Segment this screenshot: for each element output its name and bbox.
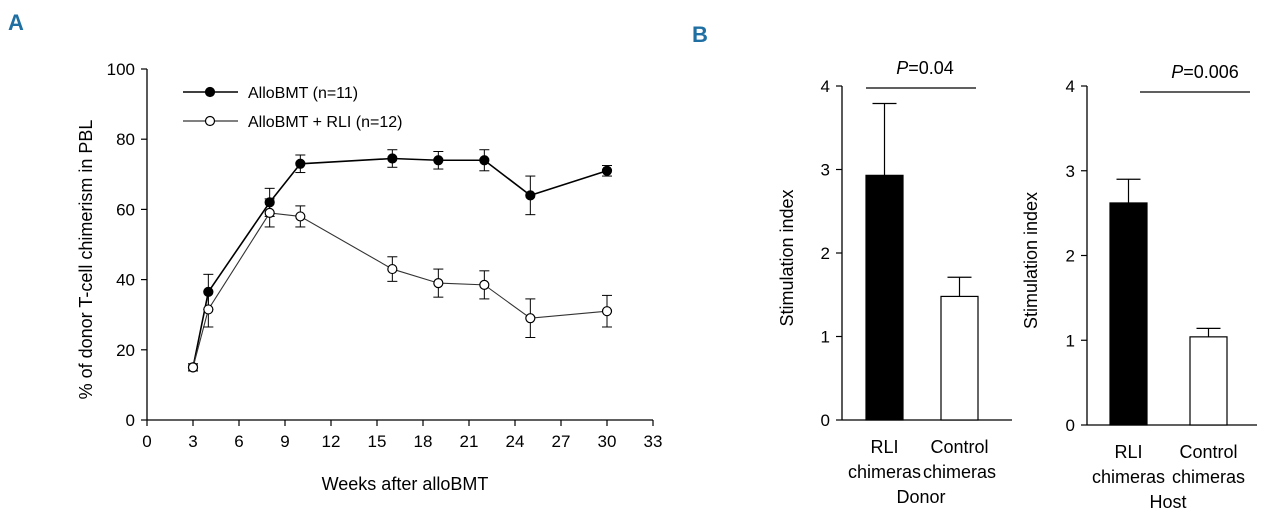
panel-a-x-tick-label: 12 <box>322 432 341 451</box>
bar-donor-control <box>940 295 979 421</box>
panel-b-host-y-tick-label: 1 <box>1066 331 1075 350</box>
panel-b-donor-y-tick-label: 1 <box>821 328 830 347</box>
point-open <box>203 304 214 315</box>
point-filled <box>525 190 536 201</box>
panel-a-x-tick-label: 0 <box>142 432 151 451</box>
bar-category-label: chimeras <box>923 462 996 482</box>
bar-donor-rli <box>865 174 904 421</box>
legend-label: AlloBMT + RLI (n=12) <box>248 114 402 131</box>
panel-a-x-tick-label: 6 <box>234 432 243 451</box>
panel-b-host-y-axis-title: Stimulation index <box>1021 192 1041 329</box>
panel-a-x-tick-label: 9 <box>280 432 289 451</box>
panel-a-y-axis-title: % of donor T-cell chimerism in PBL <box>76 120 96 400</box>
panel-b-donor-group-label: Donor <box>896 487 945 507</box>
bar-category-label: chimeras <box>1092 467 1165 487</box>
panel-a-x-tick-label: 18 <box>414 432 433 451</box>
point-open <box>387 263 398 275</box>
panel-b-host-group-label: Host <box>1149 492 1186 512</box>
bar-host-control <box>1189 336 1228 426</box>
panel-a-y-tick-label: 20 <box>116 341 135 360</box>
point-open <box>187 362 199 373</box>
p-value-symbol: P <box>1171 62 1183 82</box>
series-line-allobmt-rli <box>192 212 608 368</box>
p-value-label: P=0.04 <box>896 58 954 78</box>
bar-category-label: chimeras <box>848 462 921 482</box>
panel-a-y-tick-label: 60 <box>116 200 135 219</box>
panel-b-donor-y-axis-title: Stimulation index <box>777 189 797 326</box>
bar-category-label: RLI <box>1114 442 1142 462</box>
panel-b-host-y-tick-label: 4 <box>1066 77 1075 96</box>
legend-marker-filled <box>204 86 216 98</box>
panel-a-y-tick-label: 80 <box>116 130 135 149</box>
point-open <box>601 306 613 317</box>
panel-a-x-tick-label: 27 <box>552 432 571 451</box>
panel-b-host-y-tick-label: 2 <box>1066 247 1075 266</box>
panel-a-x-tick-label: 30 <box>598 432 617 451</box>
panel-b-host-y-tick-label: 0 <box>1066 416 1075 435</box>
panel-b-letter: B <box>692 22 708 47</box>
legend-label: AlloBMT (n=11) <box>248 85 358 102</box>
point-filled <box>479 155 490 166</box>
panel-a-x-tick-label: 21 <box>460 432 479 451</box>
point-filled <box>601 165 613 176</box>
bar-category-label: RLI <box>870 437 898 457</box>
point-open <box>525 313 536 324</box>
panel-a-x-tick-label: 3 <box>188 432 197 451</box>
panel-a-x-axis-title: Weeks after alloBMT <box>322 474 489 494</box>
panel-a-y-tick-label: 40 <box>116 271 135 290</box>
bar-category-label: Control <box>1179 442 1237 462</box>
panel-b-host-y-tick-label: 3 <box>1066 162 1075 181</box>
p-value-symbol: P <box>896 58 908 78</box>
point-open <box>479 279 490 290</box>
point-open <box>264 207 275 219</box>
p-value-text: =0.006 <box>1183 62 1239 82</box>
panel-a-x-tick-label: 24 <box>506 432 525 451</box>
point-filled <box>295 158 306 169</box>
p-value-label: P=0.006 <box>1171 62 1239 82</box>
panel-b-donor-y-tick-label: 0 <box>821 411 830 430</box>
point-filled <box>387 153 398 164</box>
legend-marker-open <box>204 115 216 127</box>
bar-category-label: Control <box>930 437 988 457</box>
panel-a-x-tick-label: 15 <box>368 432 387 451</box>
point-open <box>295 211 306 222</box>
bar-host-rli <box>1109 202 1148 426</box>
series-line-allobmt <box>192 157 608 368</box>
panel-b-donor-y-tick-label: 2 <box>821 244 830 263</box>
panel-b-donor-y-tick-label: 3 <box>821 161 830 180</box>
panel-a-y-tick-label: 100 <box>107 60 135 79</box>
panel-a-letter: A <box>8 10 24 35</box>
point-filled <box>433 155 444 166</box>
panel-a-x-tick-label: 33 <box>644 432 663 451</box>
point-open <box>433 278 444 289</box>
panel-b-donor-y-tick-label: 4 <box>821 77 830 96</box>
panel-a-y-tick-label: 0 <box>126 411 135 430</box>
p-value-text: =0.04 <box>908 58 954 78</box>
bar-category-label: chimeras <box>1172 467 1245 487</box>
